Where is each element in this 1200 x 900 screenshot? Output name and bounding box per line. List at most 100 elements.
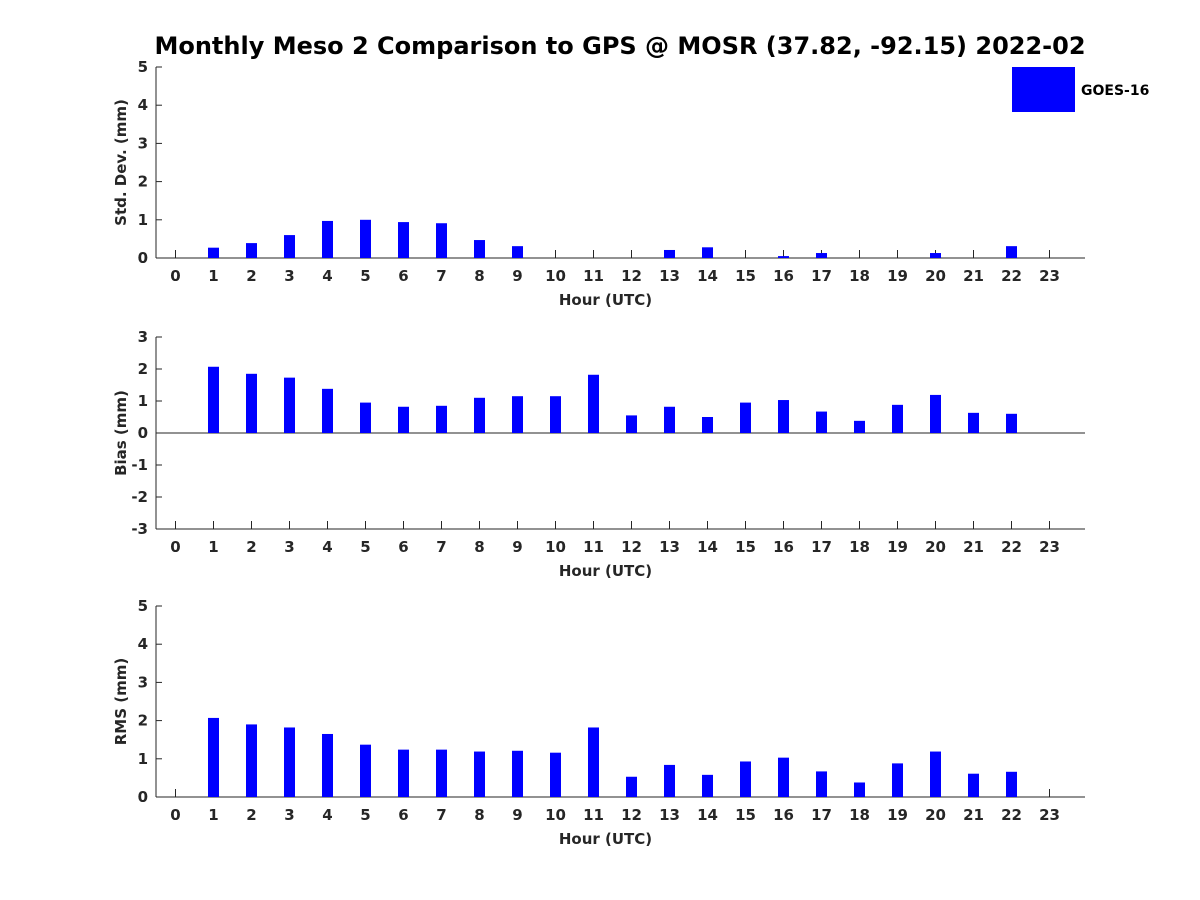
y-tick-label: 1 bbox=[138, 211, 148, 229]
bias-bar-hour-4 bbox=[322, 388, 333, 433]
std-bar-hour-5 bbox=[360, 219, 371, 258]
y-tick-label: 0 bbox=[138, 249, 148, 267]
y-tick-label: 1 bbox=[138, 392, 148, 410]
std-bar-hour-1 bbox=[208, 247, 219, 258]
bias-bar-hour-21 bbox=[968, 412, 979, 433]
std-bar-hour-8 bbox=[474, 240, 485, 258]
x-tick-label: 8 bbox=[474, 538, 484, 556]
x-tick-label: 16 bbox=[773, 538, 794, 556]
x-tick-label: 17 bbox=[811, 806, 832, 824]
rms-bar-hour-5 bbox=[360, 744, 371, 797]
bias-bar-hour-18 bbox=[854, 420, 865, 433]
rms-bar-hour-3 bbox=[284, 727, 295, 797]
rms-bar-hour-12 bbox=[626, 776, 637, 797]
x-tick-label: 5 bbox=[360, 806, 370, 824]
x-tick-label: 20 bbox=[925, 267, 946, 285]
x-tick-label: 19 bbox=[887, 267, 908, 285]
x-tick-label: 14 bbox=[697, 806, 718, 824]
rms-bar-hour-16 bbox=[778, 757, 789, 797]
x-tick-label: 23 bbox=[1039, 267, 1060, 285]
rms-bar-hour-19 bbox=[892, 763, 903, 797]
rms-bar-hour-13 bbox=[664, 764, 675, 797]
rms-bar-hour-10 bbox=[550, 752, 561, 797]
x-axis-label: Hour (UTC) bbox=[559, 562, 652, 580]
legend: GOES-16 bbox=[1012, 67, 1149, 112]
bias-bar-hour-6 bbox=[398, 406, 409, 433]
bias-bar-hour-14 bbox=[702, 417, 713, 433]
x-tick-label: 17 bbox=[811, 538, 832, 556]
x-tick-label: 21 bbox=[963, 267, 984, 285]
y-tick-label: 0 bbox=[138, 788, 148, 806]
std-bar-hour-4 bbox=[322, 220, 333, 258]
x-tick-label: 9 bbox=[512, 267, 522, 285]
x-tick-label: 12 bbox=[621, 538, 642, 556]
x-tick-label: 3 bbox=[284, 806, 294, 824]
x-tick-label: 10 bbox=[545, 267, 566, 285]
std-bar-hour-17 bbox=[816, 253, 827, 258]
bias-bar-hour-15 bbox=[740, 402, 751, 433]
x-tick-label: 16 bbox=[773, 806, 794, 824]
y-tick-label: 3 bbox=[138, 673, 148, 691]
bias-bar-hour-9 bbox=[512, 396, 523, 433]
bias-bar-hour-13 bbox=[664, 406, 675, 433]
y-tick-label: -1 bbox=[131, 456, 148, 474]
x-tick-label: 12 bbox=[621, 806, 642, 824]
y-tick-label: 2 bbox=[138, 173, 148, 191]
y-tick-label: -2 bbox=[131, 488, 148, 506]
rms-bar-hour-6 bbox=[398, 749, 409, 797]
rms-bar-hour-18 bbox=[854, 782, 865, 797]
x-tick-label: 14 bbox=[697, 538, 718, 556]
std-bar-hour-2 bbox=[246, 243, 257, 258]
x-tick-label: 15 bbox=[735, 538, 756, 556]
x-tick-label: 10 bbox=[545, 538, 566, 556]
bias-bar-hour-3 bbox=[284, 377, 295, 433]
bias-bar-hour-20 bbox=[930, 394, 941, 433]
rms-bar-hour-2 bbox=[246, 724, 257, 797]
x-tick-label: 23 bbox=[1039, 806, 1060, 824]
y-tick-label: 2 bbox=[138, 712, 148, 730]
rms-bar-hour-17 bbox=[816, 771, 827, 797]
std-bar-hour-9 bbox=[512, 246, 523, 258]
x-tick-label: 12 bbox=[621, 267, 642, 285]
y-tick-label: 3 bbox=[138, 328, 148, 346]
x-tick-label: 6 bbox=[398, 806, 408, 824]
bias-bar-hour-2 bbox=[246, 373, 257, 433]
x-tick-label: 9 bbox=[512, 806, 522, 824]
x-tick-label: 8 bbox=[474, 267, 484, 285]
x-axis-label: Hour (UTC) bbox=[559, 830, 652, 848]
x-tick-label: 10 bbox=[545, 806, 566, 824]
x-tick-label: 16 bbox=[773, 267, 794, 285]
x-tick-label: 1 bbox=[208, 538, 218, 556]
x-tick-label: 17 bbox=[811, 267, 832, 285]
x-tick-label: 2 bbox=[246, 538, 256, 556]
bias-bar-hour-12 bbox=[626, 415, 637, 433]
chart-title: Monthly Meso 2 Comparison to GPS @ MOSR … bbox=[154, 32, 1085, 60]
x-tick-label: 7 bbox=[436, 267, 446, 285]
x-tick-label: 19 bbox=[887, 806, 908, 824]
x-tick-label: 9 bbox=[512, 538, 522, 556]
y-tick-label: 1 bbox=[138, 750, 148, 768]
x-tick-label: 4 bbox=[322, 538, 332, 556]
bias-bar-hour-16 bbox=[778, 400, 789, 433]
legend-label: GOES-16 bbox=[1081, 83, 1149, 99]
x-tick-label: 21 bbox=[963, 806, 984, 824]
y-axis-label: Bias (mm) bbox=[112, 390, 130, 476]
x-tick-label: 1 bbox=[208, 267, 218, 285]
x-tick-label: 13 bbox=[659, 267, 680, 285]
std-bar-hour-16 bbox=[778, 256, 789, 258]
y-axis-label: RMS (mm) bbox=[112, 658, 130, 745]
y-tick-label: 0 bbox=[138, 424, 148, 442]
x-tick-label: 8 bbox=[474, 806, 484, 824]
x-tick-label: 13 bbox=[659, 806, 680, 824]
x-tick-label: 18 bbox=[849, 806, 870, 824]
bias-bar-hour-1 bbox=[208, 366, 219, 433]
bias-bar-hour-17 bbox=[816, 411, 827, 433]
x-tick-label: 13 bbox=[659, 538, 680, 556]
std-bar-hour-7 bbox=[436, 223, 447, 258]
std-bar-hour-13 bbox=[664, 249, 675, 258]
rms-bar-hour-4 bbox=[322, 733, 333, 797]
std-bar-hour-20 bbox=[930, 253, 941, 258]
rms-bar-hour-20 bbox=[930, 751, 941, 797]
